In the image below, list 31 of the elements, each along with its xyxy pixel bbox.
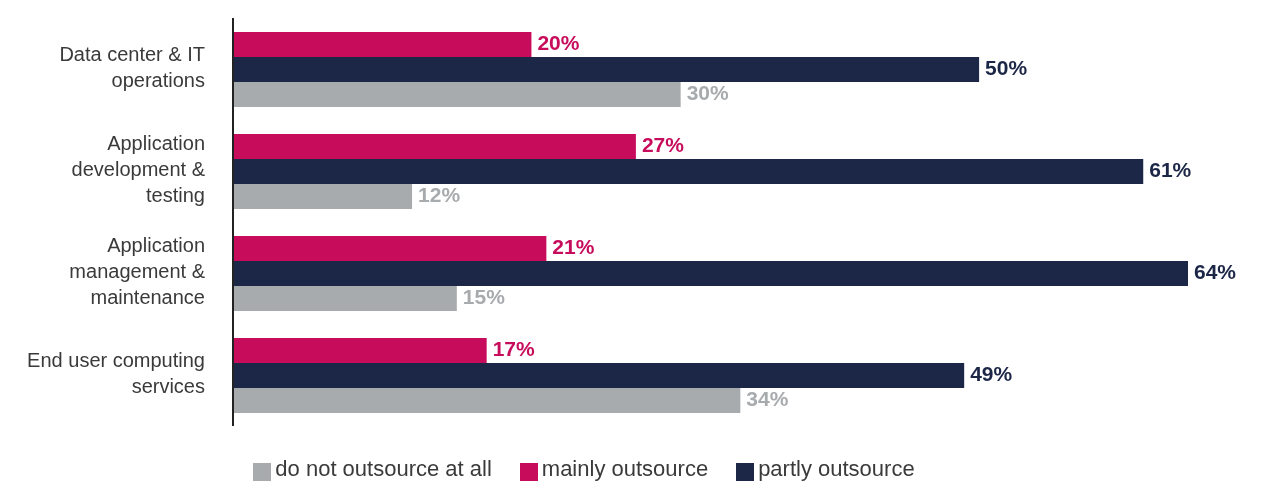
data-label: 30% bbox=[686, 81, 730, 105]
data-label: 20% bbox=[537, 31, 580, 55]
bar bbox=[233, 82, 681, 107]
data-label: 34% bbox=[746, 387, 789, 411]
bar bbox=[233, 159, 1144, 184]
data-label: 15% bbox=[462, 285, 506, 309]
y-tick-label: Application development & testing bbox=[71, 132, 206, 207]
bar bbox=[233, 388, 741, 413]
data-label: 50% bbox=[985, 56, 1028, 80]
data-label: 61% bbox=[1149, 158, 1192, 182]
data-label: 49% bbox=[970, 362, 1013, 386]
bar bbox=[233, 236, 547, 261]
y-tick-label: Application management & maintenance bbox=[69, 234, 206, 309]
legend-label: mainly outsource bbox=[541, 456, 709, 481]
bar bbox=[233, 363, 965, 388]
bar bbox=[233, 261, 1188, 286]
data-label: 17% bbox=[492, 337, 536, 361]
bar bbox=[233, 32, 532, 57]
y-tick-label: End user computing services bbox=[27, 349, 205, 398]
data-label: 21% bbox=[552, 235, 595, 259]
bar bbox=[233, 134, 636, 159]
bar bbox=[233, 184, 413, 209]
y-tick-label: Data center & IT operations bbox=[59, 43, 205, 92]
legend-label: do not outsource at all bbox=[275, 456, 492, 481]
data-label: 12% bbox=[418, 183, 461, 207]
legend-label: partly outsource bbox=[758, 456, 915, 481]
bar bbox=[233, 338, 487, 363]
bar bbox=[233, 57, 980, 82]
data-label: 64% bbox=[1194, 260, 1237, 284]
data-label: 27% bbox=[641, 133, 685, 157]
bar bbox=[233, 286, 457, 311]
